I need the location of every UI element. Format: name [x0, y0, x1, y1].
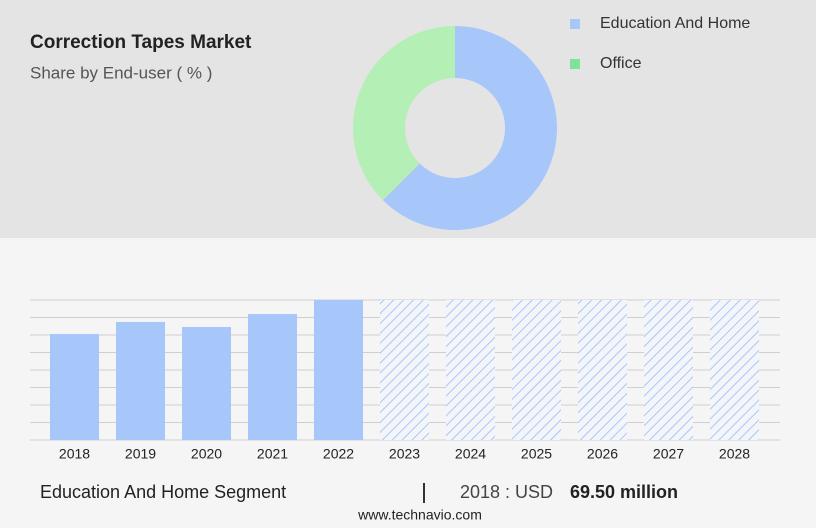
year-label: 2018 : USD [460, 482, 553, 502]
value-label: 69.50 million [570, 482, 678, 502]
segment-label: Education And Home Segment [40, 482, 286, 502]
pie-slice [382, 26, 557, 230]
x-tick-label: 2023 [389, 446, 420, 462]
x-tick-label: 2020 [191, 446, 222, 462]
x-tick-label: 2019 [125, 446, 156, 462]
bar [116, 321, 165, 440]
bar [50, 334, 99, 440]
legend-marker [570, 59, 580, 69]
legend-label: Education And Home [600, 15, 750, 32]
x-tick-label: 2024 [455, 446, 486, 462]
x-tick-label: 2026 [587, 446, 618, 462]
x-tick-label: 2027 [653, 446, 684, 462]
pie-slice [353, 26, 455, 201]
legend-marker [570, 19, 580, 29]
chart-subtitle: Share by End-user ( % ) [30, 63, 212, 82]
forecast-placeholder [380, 300, 429, 440]
bar [248, 314, 297, 440]
forecast-placeholder [644, 300, 693, 440]
forecast-placeholder [710, 300, 759, 440]
forecast-placeholder [446, 300, 495, 440]
x-tick-label: 2028 [719, 446, 750, 462]
forecast-placeholder [512, 300, 561, 440]
bar [314, 300, 363, 440]
forecast-placeholder [578, 300, 627, 440]
x-tick-label: 2025 [521, 446, 552, 462]
chart-title: Correction Tapes Market [30, 32, 252, 53]
x-tick-label: 2018 [59, 446, 90, 462]
bar [182, 326, 231, 440]
x-tick-label: 2022 [323, 446, 354, 462]
x-tick-label: 2021 [257, 446, 288, 462]
legend-label: Office [600, 55, 642, 72]
source: www.technavio.com [357, 507, 482, 523]
